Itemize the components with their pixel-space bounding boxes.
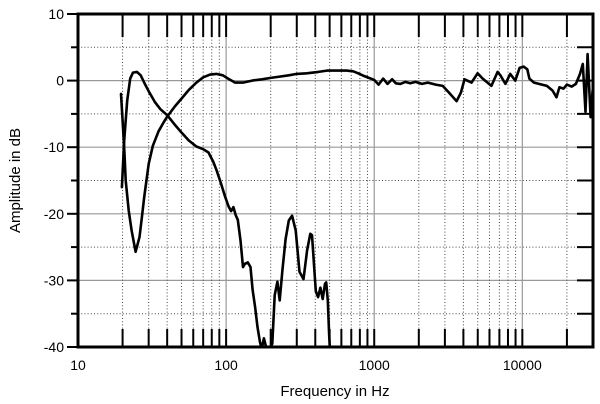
x-axis-title: Frequency in Hz (280, 383, 389, 400)
y-tick-label: -30 (44, 272, 64, 288)
x-tick-label: 100 (214, 357, 238, 373)
response-curve (119, 52, 594, 254)
y-tick-label: 0 (56, 73, 64, 89)
y-tick-label: -40 (44, 339, 64, 355)
y-tick-label: -20 (44, 206, 64, 222)
x-tick-label: 10000 (503, 357, 542, 373)
y-tick-label: -10 (44, 139, 64, 155)
axis-labels: Frequency in Hz Amplitude in dB 100-10-2… (7, 6, 542, 400)
y-tick-label: 10 (48, 6, 64, 22)
x-tick-label: 10 (70, 357, 86, 373)
curves (119, 52, 594, 348)
y-axis-title: Amplitude in dB (7, 128, 24, 233)
x-tick-label: 1000 (359, 357, 390, 373)
plot-border (76, 12, 595, 349)
port-curve (120, 70, 332, 348)
